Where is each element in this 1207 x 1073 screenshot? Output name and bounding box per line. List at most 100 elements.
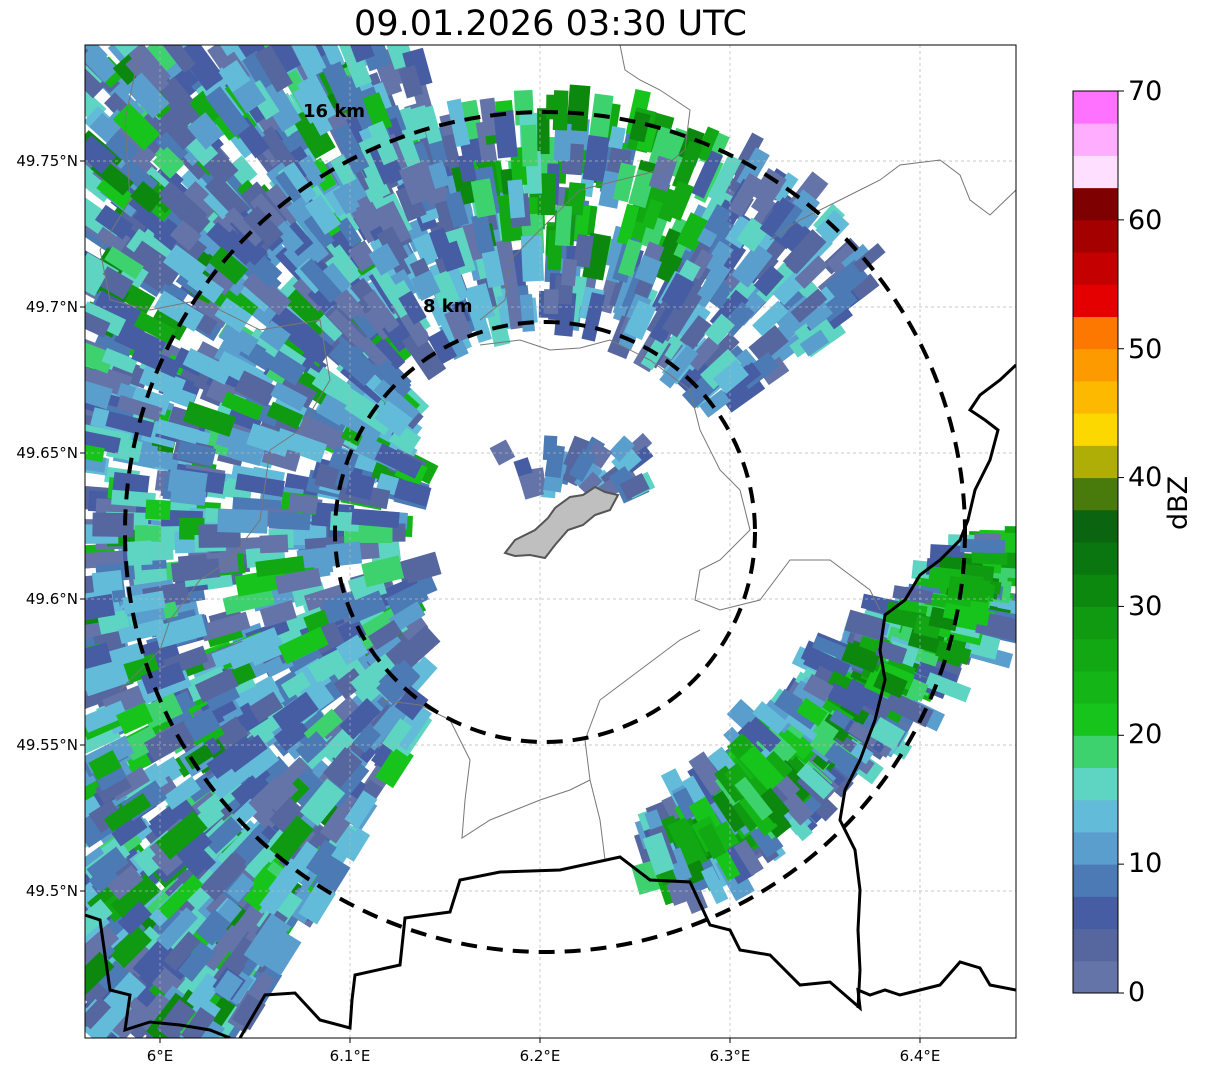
echo-cell xyxy=(295,731,329,764)
echo-cell xyxy=(109,997,151,1038)
echo-cell xyxy=(85,846,108,876)
echo-cell xyxy=(661,287,703,338)
echo-cell xyxy=(218,321,259,357)
echo-cell xyxy=(553,123,572,162)
echo-cell xyxy=(658,130,679,162)
echo-cell xyxy=(368,243,400,276)
echo-cell xyxy=(412,232,439,264)
echo-cell xyxy=(103,792,152,832)
echo-cell xyxy=(145,499,171,521)
echo-cell xyxy=(713,820,740,851)
lon-label: 6.1°E xyxy=(329,1047,371,1065)
echo-cell xyxy=(158,874,204,920)
echo-cell xyxy=(714,765,748,803)
echo-cell xyxy=(96,960,130,995)
city-area xyxy=(503,485,620,560)
echo-cell xyxy=(688,751,727,796)
echo-cell xyxy=(258,125,296,170)
echo-cell xyxy=(217,45,247,67)
echo-cell xyxy=(194,668,239,703)
echo-cell xyxy=(231,775,263,806)
echo-cell xyxy=(85,997,112,1030)
echo-cell xyxy=(394,686,429,721)
echo-cell xyxy=(373,200,412,247)
echo-cell xyxy=(568,448,597,482)
echo-cell xyxy=(203,188,235,220)
echo-cell xyxy=(520,124,538,167)
echo-cell xyxy=(225,632,279,670)
lon-label: 6.3°E xyxy=(709,1047,751,1065)
echo-cell xyxy=(227,155,258,187)
echo-cell xyxy=(146,45,177,73)
echo-cell xyxy=(582,134,610,182)
echo-cell xyxy=(641,198,663,230)
colorbar-segment xyxy=(1073,542,1118,575)
echo-cell xyxy=(205,86,250,137)
echo-cell xyxy=(347,240,379,273)
range-rings xyxy=(123,110,967,954)
echo-cell xyxy=(361,555,405,588)
echo-cell xyxy=(156,181,208,231)
echo-cell xyxy=(305,839,337,876)
echo-cell xyxy=(325,250,362,288)
echo-cell xyxy=(202,924,244,971)
echo-cell xyxy=(221,931,262,978)
echo-cell xyxy=(578,471,603,496)
echo-cell xyxy=(820,713,853,743)
echo-cell xyxy=(234,568,287,597)
echo-cell xyxy=(327,308,368,349)
echo-cell xyxy=(377,359,412,394)
echo-cell xyxy=(376,659,421,705)
colorbar-segment xyxy=(1073,928,1118,962)
echo-cell xyxy=(672,299,711,343)
echo-cell xyxy=(364,171,391,201)
echo-cell xyxy=(734,776,773,821)
echo-cell xyxy=(215,350,250,382)
echo-cell xyxy=(617,238,643,278)
echo-cell xyxy=(85,662,130,697)
echo-cell xyxy=(560,258,578,287)
echo-cell xyxy=(782,229,827,275)
echo-cell xyxy=(109,925,152,969)
echo-cell xyxy=(204,816,243,855)
echo-cell xyxy=(744,716,782,753)
echo-cell xyxy=(88,749,122,781)
echo-cell xyxy=(754,787,790,824)
echo-cell xyxy=(771,216,804,250)
echo-cell xyxy=(1017,596,1050,618)
echo-cell xyxy=(274,567,322,595)
lat-label: 49.5°N xyxy=(25,882,78,900)
echo-cell xyxy=(332,123,370,175)
echo-cell xyxy=(226,873,255,903)
echo-cell xyxy=(786,225,815,256)
colorbar-tick-label: 10 xyxy=(1128,848,1163,879)
echo-cell xyxy=(85,642,112,670)
echo-cell xyxy=(202,851,247,898)
echo-cell xyxy=(713,359,749,394)
map-frame xyxy=(84,44,1017,1039)
echo-cell xyxy=(751,168,787,207)
map-title: 09.01.2026 03:30 UTC xyxy=(354,4,747,44)
echo-cell xyxy=(470,178,497,218)
echo-cell xyxy=(1020,521,1044,539)
echo-cell xyxy=(652,250,683,284)
echo-cell xyxy=(711,790,746,833)
echo-cell xyxy=(208,246,249,285)
colorbar xyxy=(1072,90,1124,994)
colorbar-segment xyxy=(1073,477,1118,511)
echo-cell xyxy=(794,255,829,289)
echo-cell xyxy=(206,221,239,254)
echo-cell xyxy=(101,642,145,670)
echo-cell xyxy=(504,282,524,330)
ring-label-16km: 16 km xyxy=(303,101,366,122)
echo-cell xyxy=(315,309,348,342)
country-border xyxy=(238,855,1016,1038)
echo-cell xyxy=(105,410,155,438)
echo-cell xyxy=(230,228,268,266)
echo-cell xyxy=(255,555,305,578)
echo-cell xyxy=(796,763,835,800)
echo-cell xyxy=(566,84,591,132)
x-ticks xyxy=(159,1038,921,1043)
echo-cell xyxy=(364,634,406,671)
echo-cell xyxy=(385,581,430,617)
